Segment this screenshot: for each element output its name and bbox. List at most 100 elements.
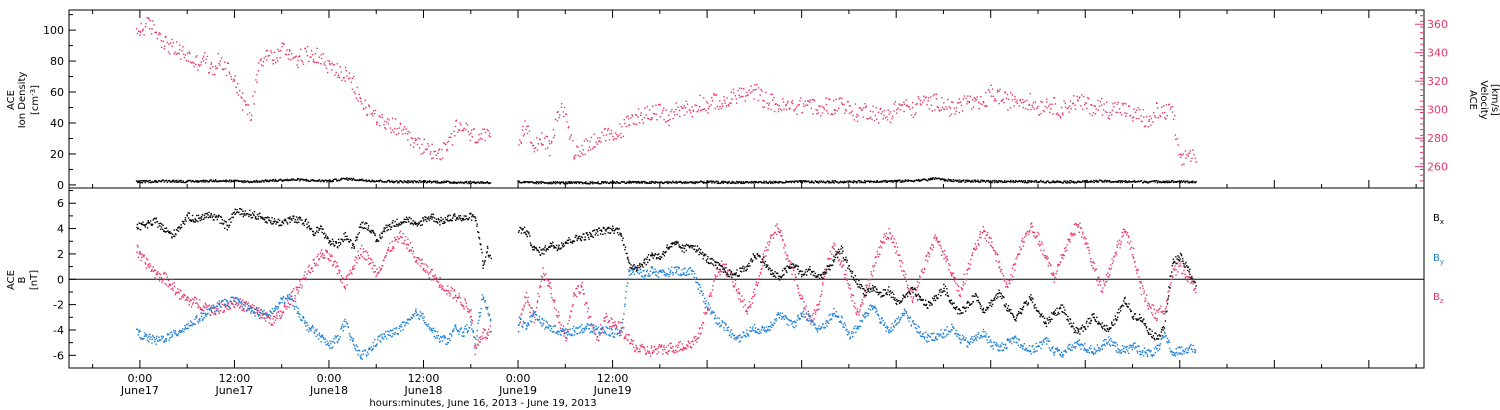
density-point	[617, 182, 620, 184]
velocity-point	[719, 100, 721, 102]
velocity-point	[573, 155, 575, 157]
bz-point	[143, 254, 145, 256]
velocity-point	[1081, 94, 1083, 96]
velocity-point	[768, 102, 770, 104]
velocity-point	[770, 108, 772, 111]
velocity-point	[1187, 155, 1190, 157]
bz-point	[1188, 271, 1190, 274]
bz-point	[327, 257, 329, 260]
velocity-point	[329, 63, 331, 65]
velocity-point	[1021, 98, 1024, 101]
velocity-point	[155, 31, 157, 34]
velocity-point	[762, 106, 764, 108]
density-point	[946, 179, 948, 182]
velocity-point	[1086, 107, 1088, 110]
by-point	[313, 331, 315, 333]
bz-point	[642, 346, 645, 348]
density-point	[638, 182, 641, 184]
velocity-point	[1053, 97, 1056, 99]
bz-point	[241, 309, 244, 312]
bz-point	[198, 305, 200, 308]
velocity-point	[1135, 117, 1138, 120]
bz-point	[891, 235, 894, 237]
density-point	[1054, 181, 1056, 184]
velocity-point	[1052, 113, 1054, 115]
bz-point	[572, 304, 574, 306]
bz-point	[775, 233, 778, 236]
bz-point	[298, 286, 301, 289]
velocity-point	[183, 56, 186, 59]
bz-point	[1145, 294, 1148, 296]
density-point	[144, 181, 146, 184]
velocity-point	[350, 81, 353, 84]
density-point	[565, 182, 568, 185]
density-point	[379, 179, 381, 181]
density-point	[694, 182, 696, 185]
velocity-point	[570, 134, 573, 136]
bz-point	[475, 345, 477, 347]
bz-point	[545, 278, 548, 281]
velocity-point	[699, 94, 701, 97]
density-point	[1128, 180, 1130, 182]
velocity-point	[195, 56, 197, 58]
velocity-point	[366, 114, 368, 117]
velocity-point	[212, 65, 214, 68]
bz-point	[465, 305, 468, 308]
bz-point	[965, 278, 967, 280]
bz-point	[579, 292, 582, 294]
bz-point	[599, 324, 602, 326]
bz-point	[896, 250, 898, 252]
velocity-point	[883, 114, 885, 117]
bz-point	[914, 287, 916, 289]
unit-close: ]	[30, 85, 41, 89]
bz-point	[534, 319, 537, 321]
bz-point	[464, 300, 467, 302]
bz-point	[625, 337, 627, 340]
by-point	[248, 308, 251, 310]
bz-point	[143, 255, 145, 258]
by-point	[139, 330, 141, 332]
bz-point	[136, 244, 139, 247]
velocity-point	[218, 62, 220, 65]
velocity-point	[963, 95, 966, 97]
velocity-point	[825, 110, 828, 112]
bz-point	[295, 286, 297, 288]
by-point	[147, 336, 149, 339]
density-point	[648, 182, 650, 184]
density-point	[1097, 181, 1099, 183]
bz-point	[458, 292, 460, 295]
velocity-point	[776, 104, 779, 106]
by-point	[319, 336, 322, 338]
density-point	[746, 181, 749, 183]
density-point	[230, 179, 233, 182]
bz-point	[765, 249, 768, 251]
density-point	[739, 181, 742, 183]
density-point	[241, 180, 243, 182]
velocity-point	[733, 92, 735, 94]
bz-point	[1077, 223, 1079, 226]
bz-point	[720, 260, 723, 263]
bz-point	[691, 347, 693, 349]
by-point	[299, 313, 301, 316]
by-point	[368, 348, 370, 351]
velocity-point	[569, 136, 571, 138]
by-point	[220, 301, 223, 303]
density-point	[625, 182, 627, 185]
density-point	[855, 181, 857, 183]
by-point	[345, 321, 347, 323]
density-point	[742, 182, 744, 184]
bz-point	[1011, 279, 1013, 281]
bz-point	[849, 284, 851, 286]
density-point	[613, 181, 616, 183]
bz-point	[797, 285, 799, 287]
bz-point	[614, 324, 616, 326]
by-point	[269, 310, 271, 312]
bz-point	[946, 258, 948, 260]
by-point	[295, 306, 298, 308]
velocity-point	[1137, 107, 1139, 109]
by-point	[312, 327, 315, 329]
velocity-point	[374, 109, 377, 112]
by-point	[300, 319, 302, 321]
bz-point	[1112, 260, 1115, 262]
velocity-point	[157, 33, 160, 36]
